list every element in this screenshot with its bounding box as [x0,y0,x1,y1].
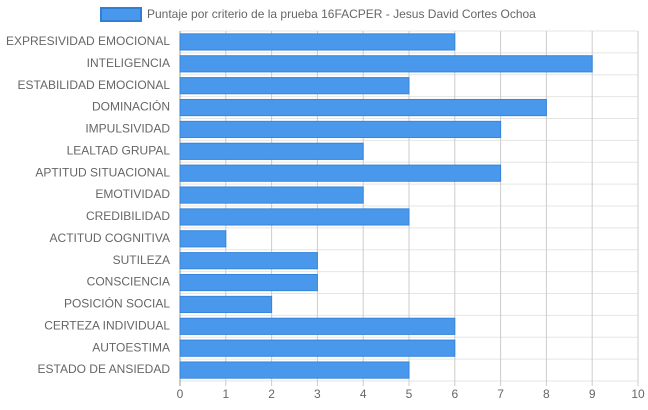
y-tick-label: DOMINACIÓN [92,99,170,114]
x-tick-label: 9 [589,387,596,401]
y-tick-label: CERTEZA INDIVIDUAL [44,318,170,332]
legend-swatch [100,7,142,22]
bar [179,164,502,182]
y-tick-label: IMPULSIVIDAD [85,122,170,136]
x-tick-label: 0 [177,387,184,401]
x-tick-label: 6 [451,387,458,401]
y-tick-label: CONSCIENCIA [87,275,170,289]
y-tick-label: AUTOESTIMA [92,340,170,354]
bar [179,120,502,139]
y-tick-label: CREDIBILIDAD [86,209,170,223]
y-tick-label: ESTADO DE ANSIEDAD [38,362,171,376]
x-tick-label: 4 [360,387,367,401]
y-tick-label: ESTABILIDAD EMOCIONAL [18,78,171,92]
bar [179,186,364,204]
bar [179,339,456,357]
x-tick-label: 10 [631,387,645,401]
legend-label: Puntaje por criterio de la prueba 16FACP… [147,7,536,21]
y-tick-label: LEALTAD GRUPAL [67,143,171,157]
y-tick-label: ACTITUD COGNITIVA [50,231,170,245]
bar [179,142,364,160]
y-tick-label: INTELIGENCIA [87,56,170,70]
x-tick-label: 8 [543,387,550,401]
x-tick-label: 3 [314,387,321,401]
x-tick-label: 2 [268,387,275,401]
bar [179,208,410,226]
bar [179,98,547,117]
bar [179,361,410,379]
x-tick-label: 5 [406,387,413,401]
y-tick-label: APTITUD SITUACIONAL [35,165,170,179]
bar [179,317,456,335]
y-tick-label: SUTILEZA [113,253,170,267]
y-tick-label: EMOTIVIDAD [95,187,170,201]
y-tick-label: EXPRESIVIDAD EMOCIONAL [6,34,170,48]
bar [179,33,456,51]
x-tick-label: 7 [497,387,504,401]
bar [179,77,410,95]
x-tick-label: 1 [222,387,229,401]
bar [179,55,593,73]
bar [179,230,227,248]
bar [179,252,318,270]
bar [179,273,318,292]
y-tick-label: POSICIÓN SOCIAL [64,296,170,311]
bar [179,295,273,314]
